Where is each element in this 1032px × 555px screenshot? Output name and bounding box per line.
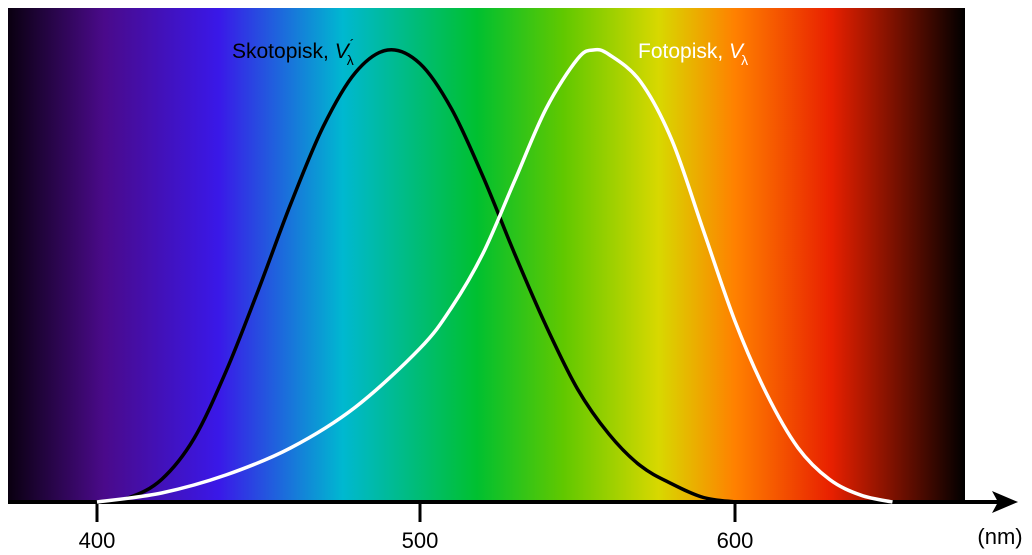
x-tick-label: 400 [79,528,116,553]
x-tick-label: 500 [402,528,439,553]
series-subscript: λ [347,52,354,68]
x-axis: 400 500 600 (nm) [8,491,1023,553]
series-name-text: Fotopisk, [638,40,729,63]
series-symbol: V [335,40,351,63]
series-symbol: V [729,40,745,63]
scotopic-curve [96,48,736,504]
series-labels: Skotopisk, Vλ´ Fotopisk, Vλ [232,36,748,68]
series-name-text: Skotopisk, [232,40,335,63]
scotopic-label: Skotopisk, Vλ´ [232,36,354,68]
x-unit-label: (nm) [977,524,1022,549]
curves [96,47,893,504]
photopic-label: Fotopisk, Vλ [638,40,748,68]
x-axis-arrow [992,491,1018,513]
x-tick-label: 600 [717,528,754,553]
series-subscript: λ [741,52,748,68]
photopic-curve [96,47,893,504]
series-prime: ´ [350,36,355,52]
spectrum-background [8,8,965,502]
